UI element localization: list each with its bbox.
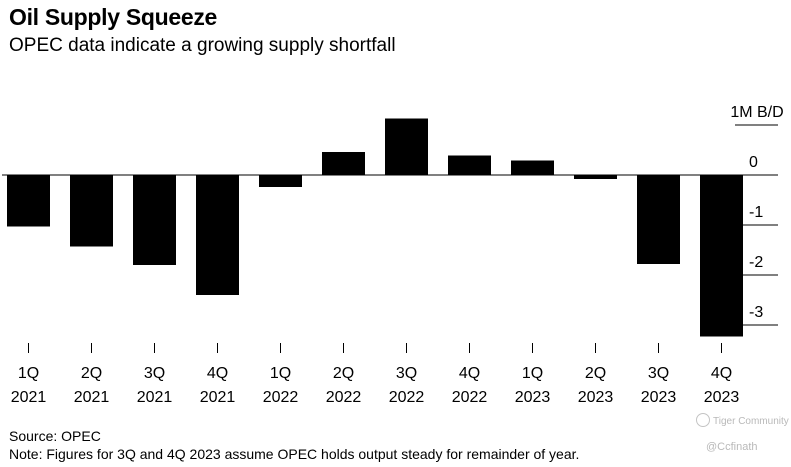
- bar-1q-2023: [511, 160, 554, 175]
- x-tick-label-year: 2021: [11, 389, 47, 406]
- x-tick-label-quarter: 3Q: [144, 365, 165, 382]
- x-tick-label-quarter: 1Q: [270, 365, 291, 382]
- x-tick-label-quarter: 3Q: [648, 365, 669, 382]
- bar-4q-2022: [448, 155, 491, 175]
- bar-3q-2021: [133, 175, 176, 265]
- x-tick-label-year: 2023: [515, 389, 551, 406]
- y-tick-label: -1: [749, 204, 763, 221]
- y-axis: 1M B/D 0 -1 -2 -3: [730, 104, 784, 326]
- x-tick-label-quarter: 4Q: [459, 365, 480, 382]
- footnote: Note: Figures for 3Q and 4Q 2023 assume …: [9, 446, 580, 462]
- x-tick-label-quarter: 4Q: [207, 365, 228, 382]
- x-tick-label-quarter: 3Q: [396, 365, 417, 382]
- y-tick-label: 1M B/D: [730, 104, 783, 121]
- y-tick-label: 0: [749, 154, 758, 171]
- x-tick-label-year: 2021: [200, 389, 236, 406]
- bar-1q-2021: [7, 175, 50, 227]
- x-tick-label-quarter: 1Q: [522, 365, 543, 382]
- bar-2q-2023: [574, 175, 617, 179]
- watermark-logo-icon: [696, 413, 710, 427]
- bar-4q-2021: [196, 175, 239, 295]
- x-tick-label-quarter: 2Q: [585, 365, 606, 382]
- bars-layer: [7, 118, 743, 337]
- bar-2q-2021: [70, 175, 113, 247]
- x-tick-label-year: 2021: [137, 389, 173, 406]
- x-axis: 1Q 2021 2Q 2021 3Q 2021 4Q 2021 1Q 2022 2Q 2022 3Q 20…: [11, 343, 740, 406]
- bar-3q-2023: [637, 175, 680, 264]
- x-tick-label-year: 2022: [263, 389, 299, 406]
- x-tick-label-quarter: 2Q: [333, 365, 354, 382]
- chart-subtitle: OPEC data indicate a growing supply shor…: [9, 35, 396, 56]
- x-tick-label-year: 2023: [578, 389, 614, 406]
- x-tick-label-quarter: 1Q: [18, 365, 39, 382]
- chart-title: Oil Supply Squeeze: [9, 4, 218, 30]
- bar-1q-2022: [259, 175, 302, 187]
- bar-2q-2022: [322, 152, 365, 175]
- x-tick-label-quarter: 2Q: [81, 365, 102, 382]
- bar-4q-2023: [700, 175, 743, 337]
- watermark-handle: @Ccfinath: [706, 441, 758, 453]
- x-tick-label-year: 2023: [641, 389, 677, 406]
- x-tick-label-year: 2022: [389, 389, 425, 406]
- bar-3q-2022: [385, 118, 428, 175]
- x-tick-label-year: 2023: [704, 389, 740, 406]
- y-tick-label: -2: [749, 254, 763, 271]
- y-tick-label: -3: [749, 304, 763, 321]
- x-tick-label-year: 2021: [74, 389, 110, 406]
- watermark-logo-text: Tiger Community: [713, 416, 789, 427]
- x-tick-label-quarter: 4Q: [711, 365, 732, 382]
- x-tick-label-year: 2022: [452, 389, 488, 406]
- source-note: Source: OPEC: [9, 428, 101, 444]
- x-tick-label-year: 2022: [326, 389, 362, 406]
